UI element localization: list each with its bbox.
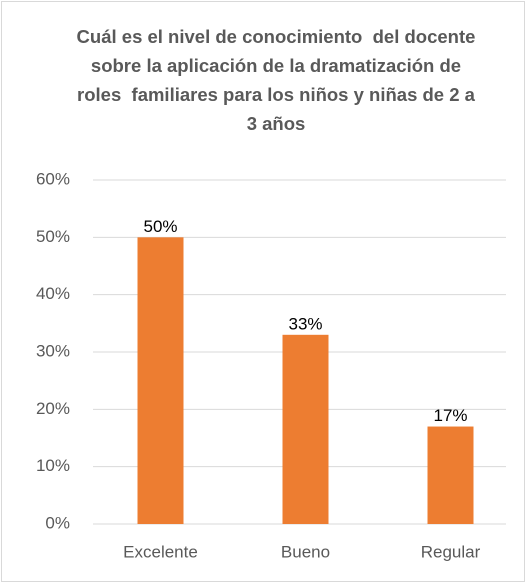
data-label: 17% xyxy=(433,406,467,425)
y-tick-label: 30% xyxy=(36,341,70,360)
bar xyxy=(137,237,184,525)
data-label: 50% xyxy=(143,217,177,236)
data-label: 33% xyxy=(288,314,322,333)
x-tick-label: Regular xyxy=(421,542,481,561)
x-tick-label: Excelente xyxy=(123,542,198,561)
bar xyxy=(427,426,474,524)
x-tick-label: Bueno xyxy=(281,542,330,561)
y-tick-label: 50% xyxy=(36,227,70,246)
bar xyxy=(282,334,329,524)
y-tick-label: 40% xyxy=(36,284,70,303)
chart-title: Cuál es el nivel de conocimiento del doc… xyxy=(76,26,481,134)
y-tick-label: 60% xyxy=(36,169,70,188)
y-tick-label: 20% xyxy=(36,399,70,418)
y-tick-label: 10% xyxy=(36,456,70,475)
y-tick-label: 0% xyxy=(45,513,70,532)
